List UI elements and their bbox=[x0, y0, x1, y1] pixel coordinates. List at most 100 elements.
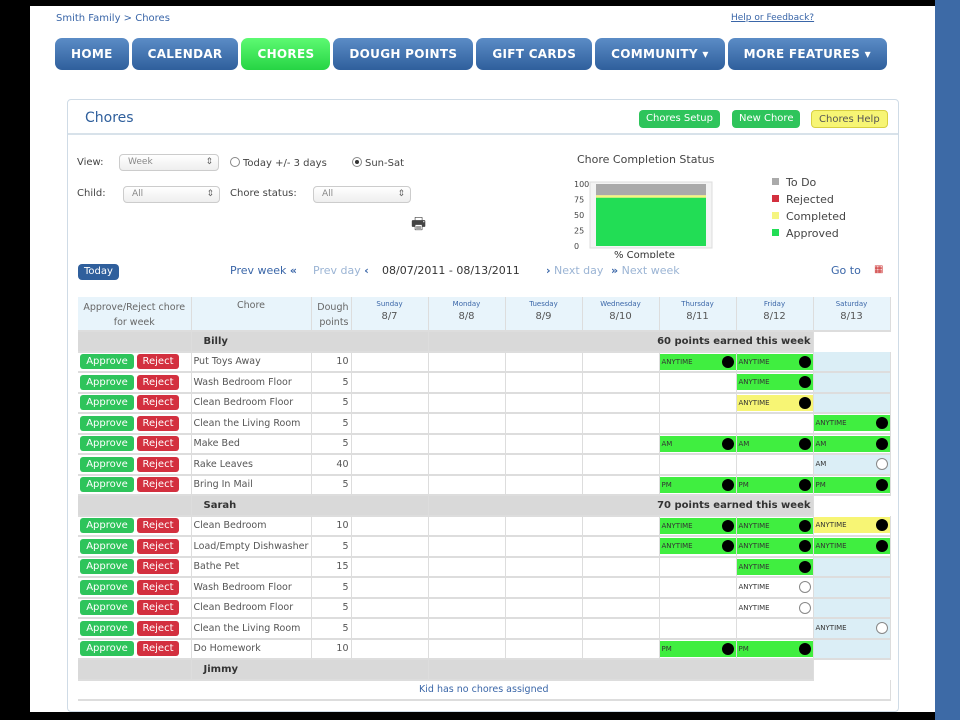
chore-slot-approved[interactable]: AM bbox=[736, 435, 812, 452]
chore-slot-approved[interactable]: PM bbox=[659, 476, 735, 493]
status-dot-filled-icon[interactable] bbox=[721, 540, 734, 553]
approve-button[interactable]: Approve bbox=[80, 395, 134, 411]
approve-button[interactable]: Approve bbox=[80, 518, 134, 534]
reject-button[interactable]: Reject bbox=[137, 559, 179, 575]
chore-slot-todo[interactable]: ANYTIME bbox=[737, 579, 813, 595]
day-cell[interactable]: ANYTIME bbox=[813, 413, 891, 435]
prev-week-link[interactable]: Prev week « bbox=[230, 264, 297, 277]
chores-setup-button[interactable]: Chores Setup bbox=[639, 110, 720, 128]
reject-button[interactable]: Reject bbox=[137, 579, 179, 595]
chore-slot-approved[interactable]: ANYTIME bbox=[659, 517, 735, 534]
next-day-link[interactable]: › Next day bbox=[546, 264, 603, 277]
calendar-icon[interactable]: ▦ bbox=[874, 264, 884, 275]
chore-slot-approved[interactable]: PM bbox=[813, 476, 889, 493]
status-dot-filled-icon[interactable] bbox=[875, 437, 888, 450]
next-week-link[interactable]: » Next week bbox=[611, 264, 680, 277]
day-cell[interactable]: AM bbox=[659, 433, 737, 455]
reject-button[interactable]: Reject bbox=[137, 538, 179, 554]
reject-button[interactable]: Reject bbox=[137, 641, 179, 657]
radio-button-selected[interactable] bbox=[352, 157, 362, 167]
day-cell[interactable]: AM bbox=[813, 454, 891, 476]
radio-sun-sat[interactable]: Sun-Sat bbox=[352, 157, 404, 169]
goto-link[interactable]: Go to bbox=[831, 264, 861, 277]
reject-button[interactable]: Reject bbox=[137, 415, 179, 431]
day-cell[interactable]: ANYTIME bbox=[813, 618, 891, 640]
day-cell[interactable]: ANYTIME bbox=[736, 556, 814, 578]
view-select[interactable]: Week bbox=[119, 154, 219, 171]
approve-button[interactable]: Approve bbox=[80, 456, 134, 472]
nav-tab-gift-cards[interactable]: GIFT CARDS bbox=[476, 38, 593, 70]
day-cell[interactable]: ANYTIME bbox=[736, 392, 814, 414]
status-dot-filled-icon[interactable] bbox=[798, 560, 811, 573]
day-cell[interactable]: ANYTIME bbox=[736, 597, 814, 619]
chore-slot-todo[interactable]: AM bbox=[814, 456, 890, 472]
reject-button[interactable]: Reject bbox=[137, 620, 179, 636]
chore-slot-todo[interactable]: ANYTIME bbox=[814, 620, 890, 636]
approve-button[interactable]: Approve bbox=[80, 436, 134, 452]
radio-button[interactable] bbox=[230, 157, 240, 167]
chore-slot-approved[interactable]: PM bbox=[659, 640, 735, 657]
prev-day-link[interactable]: Prev day ‹ bbox=[313, 264, 369, 277]
help-feedback-link[interactable]: Help or Feedback? bbox=[731, 13, 815, 23]
reject-button[interactable]: Reject bbox=[137, 354, 179, 370]
status-dot-filled-icon[interactable] bbox=[798, 396, 811, 409]
status-dot-filled-icon[interactable] bbox=[798, 642, 811, 655]
nav-tab-calendar[interactable]: CALENDAR bbox=[131, 38, 239, 70]
day-cell[interactable]: ANYTIME bbox=[736, 577, 814, 599]
reject-button[interactable]: Reject bbox=[137, 600, 179, 616]
approve-button[interactable]: Approve bbox=[80, 538, 134, 554]
status-dot-filled-icon[interactable] bbox=[798, 376, 811, 389]
day-cell[interactable]: PM bbox=[736, 474, 814, 496]
chore-slot-approved[interactable]: AM bbox=[659, 435, 735, 452]
approve-button[interactable]: Approve bbox=[80, 374, 134, 390]
day-cell[interactable]: ANYTIME bbox=[659, 351, 737, 373]
today-button[interactable]: Today bbox=[78, 264, 119, 280]
day-cell[interactable]: ANYTIME bbox=[736, 351, 814, 373]
day-cell[interactable]: ANYTIME bbox=[736, 372, 814, 394]
approve-button[interactable]: Approve bbox=[80, 477, 134, 493]
approve-button[interactable]: Approve bbox=[80, 415, 134, 431]
day-cell[interactable]: PM bbox=[659, 638, 737, 660]
day-cell[interactable]: ANYTIME bbox=[736, 536, 814, 558]
day-cell[interactable]: ANYTIME bbox=[736, 515, 814, 537]
approve-button[interactable]: Approve bbox=[80, 641, 134, 657]
printer-icon[interactable]: 🖶 bbox=[411, 214, 427, 233]
chore-slot-approved[interactable]: ANYTIME bbox=[659, 353, 735, 370]
chore-slot-approved[interactable]: ANYTIME bbox=[736, 353, 812, 370]
chore-slot-approved[interactable]: AM bbox=[813, 435, 889, 452]
reject-button[interactable]: Reject bbox=[137, 436, 179, 452]
child-select[interactable]: All bbox=[123, 186, 220, 203]
day-cell[interactable]: AM bbox=[736, 433, 814, 455]
chore-slot-approved[interactable]: PM bbox=[736, 640, 812, 657]
chore-slot-approved[interactable]: ANYTIME bbox=[813, 538, 889, 555]
approve-button[interactable]: Approve bbox=[80, 579, 134, 595]
chore-slot-approved[interactable]: PM bbox=[736, 476, 812, 493]
day-cell[interactable]: AM bbox=[813, 433, 891, 455]
approve-button[interactable]: Approve bbox=[80, 620, 134, 636]
status-dot-empty-icon[interactable] bbox=[798, 581, 811, 594]
nav-tab-chores[interactable]: CHORES bbox=[241, 38, 331, 70]
status-dot-filled-icon[interactable] bbox=[721, 642, 734, 655]
status-dot-filled-icon[interactable] bbox=[875, 519, 888, 532]
reject-button[interactable]: Reject bbox=[137, 374, 179, 390]
new-chore-button[interactable]: New Chore bbox=[732, 110, 801, 128]
approve-button[interactable]: Approve bbox=[80, 559, 134, 575]
chore-slot-approved[interactable]: ANYTIME bbox=[736, 374, 812, 391]
nav-tab-home[interactable]: HOME bbox=[55, 38, 129, 70]
reject-button[interactable]: Reject bbox=[137, 477, 179, 493]
status-dot-filled-icon[interactable] bbox=[798, 355, 811, 368]
chore-slot-completed[interactable]: ANYTIME bbox=[736, 394, 812, 411]
breadcrumb[interactable]: Smith Family > Chores bbox=[56, 13, 170, 24]
status-dot-filled-icon[interactable] bbox=[798, 437, 811, 450]
reject-button[interactable]: Reject bbox=[137, 395, 179, 411]
day-cell[interactable]: PM bbox=[736, 638, 814, 660]
day-cell[interactable]: ANYTIME bbox=[813, 536, 891, 558]
status-dot-empty-icon[interactable] bbox=[875, 458, 888, 471]
day-cell[interactable]: ANYTIME bbox=[813, 515, 891, 537]
day-cell[interactable]: ANYTIME bbox=[659, 515, 737, 537]
status-dot-filled-icon[interactable] bbox=[798, 478, 811, 491]
chore-slot-completed[interactable]: ANYTIME bbox=[813, 517, 889, 534]
status-dot-filled-icon[interactable] bbox=[875, 478, 888, 491]
day-cell[interactable]: PM bbox=[659, 474, 737, 496]
nav-tab-community[interactable]: COMMUNITY ▾ bbox=[595, 38, 725, 70]
